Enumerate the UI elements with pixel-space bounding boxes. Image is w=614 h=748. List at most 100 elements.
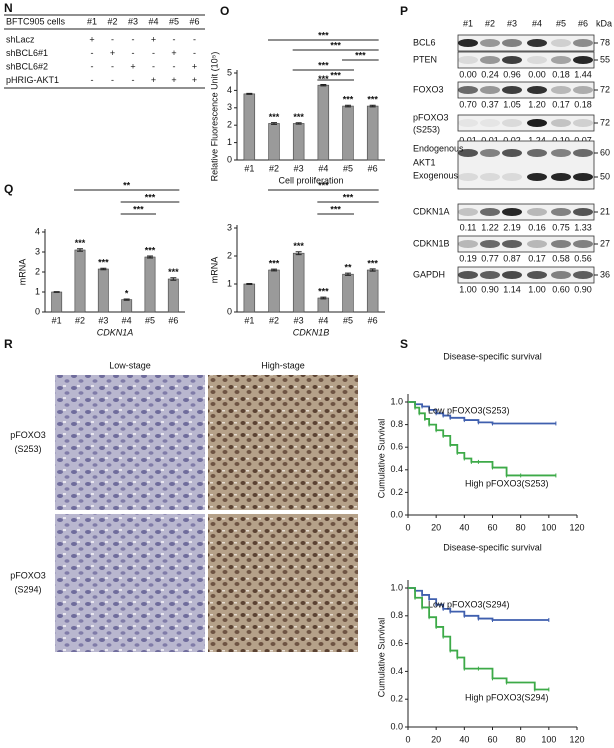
table-header: #3 <box>128 16 138 26</box>
x-tick-label: #6 <box>168 315 178 325</box>
bar <box>292 252 305 313</box>
blot-value: 1.33 <box>574 222 592 232</box>
blot-value: 0.60 <box>552 284 570 294</box>
blot-value: 0.10 <box>552 135 570 145</box>
significance: *** <box>318 74 329 84</box>
error-bar <box>320 296 327 300</box>
blot-value: 1.24 <box>528 135 546 145</box>
x-tick-label: #5 <box>343 163 353 173</box>
band <box>480 173 500 181</box>
unit-label: kDa <box>596 18 612 28</box>
x-tick-label: #4 <box>122 315 132 325</box>
significance: *** <box>318 287 329 297</box>
lane-label: #6 <box>578 18 588 28</box>
y-tick-label: 0.6 <box>390 638 403 648</box>
bracket-label: *** <box>133 204 144 214</box>
significance: *** <box>367 95 378 105</box>
band <box>527 119 547 127</box>
band <box>480 149 500 157</box>
band <box>573 240 593 248</box>
y-tick-label: 2 <box>227 250 232 260</box>
x-axis-label: CDKN1A <box>97 327 134 337</box>
blot-value: 0.24 <box>481 69 499 79</box>
x-tick-label: #6 <box>368 163 378 173</box>
ihc-image <box>55 375 205 510</box>
band <box>502 86 522 94</box>
error-bar <box>295 251 302 256</box>
blot-value: 1.44 <box>574 69 592 79</box>
table-cell: - <box>193 48 196 58</box>
x-tick-label: #1 <box>244 163 254 173</box>
band <box>480 39 500 47</box>
y-axis-label: mRNA <box>209 257 219 284</box>
blot-value: 1.14 <box>503 284 521 294</box>
table-cell: - <box>132 34 135 44</box>
band <box>502 173 522 181</box>
y-tick-label: 0 <box>227 306 232 316</box>
x-tick-label: #4 <box>318 315 328 325</box>
bracket-label: *** <box>318 60 329 70</box>
bar <box>74 249 86 313</box>
x-tick-label: #3 <box>294 315 304 325</box>
bracket-label: *** <box>355 50 366 60</box>
band <box>502 208 522 216</box>
band <box>480 56 500 64</box>
table-cell: - <box>111 75 114 85</box>
error-bar <box>100 267 107 271</box>
error-bar <box>170 277 177 281</box>
ihc-image <box>55 514 205 652</box>
bracket-label: *** <box>330 70 341 80</box>
blot-label: CDKN1A <box>413 206 450 216</box>
x-axis-label: CDKN1B <box>293 327 330 337</box>
error-bar <box>77 248 83 252</box>
x-tick-label: #2 <box>269 163 279 173</box>
band <box>573 149 593 157</box>
band <box>502 39 522 47</box>
panel-letter: Q <box>4 182 13 196</box>
band <box>527 149 547 157</box>
table-cell: - <box>111 34 114 44</box>
band <box>551 240 571 248</box>
band <box>458 173 478 181</box>
band <box>480 119 500 127</box>
blot-value: 0.07 <box>574 135 592 145</box>
band <box>527 173 547 181</box>
band <box>551 119 571 127</box>
table-cell: - <box>152 48 155 58</box>
y-tick-label: 0.2 <box>390 694 403 704</box>
blot-value: 1.22 <box>481 222 499 232</box>
band <box>458 149 478 157</box>
blot-label: FOXO3 <box>413 84 444 94</box>
blot-value: 1.05 <box>503 99 521 109</box>
table-cell: + <box>89 34 94 44</box>
error-bar <box>246 92 253 95</box>
y-tick-label: 0.8 <box>390 419 403 429</box>
blot-value: 2.19 <box>503 222 521 232</box>
bar <box>342 105 354 161</box>
bracket-label: *** <box>330 40 341 50</box>
error-bar <box>345 104 351 108</box>
band <box>458 86 478 94</box>
y-tick-label: 0.0 <box>390 509 403 519</box>
y-tick-label: 0 <box>35 306 40 316</box>
significance: *** <box>269 112 280 122</box>
table-header: #4 <box>148 16 158 26</box>
x-tick-label: #2 <box>75 315 85 325</box>
band <box>573 39 593 47</box>
x-tick-label: 80 <box>516 522 526 532</box>
y-tick-label: 2 <box>35 266 40 276</box>
y-tick-label: 3 <box>35 246 40 256</box>
y-axis-label: Cumulative Survival <box>376 419 386 499</box>
band <box>551 56 571 64</box>
x-tick-label: #5 <box>343 315 353 325</box>
x-tick-label: #2 <box>269 315 279 325</box>
y-tick-label: 1 <box>35 286 40 296</box>
error-bar <box>369 104 376 108</box>
table-cell: + <box>151 75 156 85</box>
band <box>527 39 547 47</box>
band <box>551 173 571 181</box>
panel-letter: R <box>4 337 13 351</box>
bracket-label: *** <box>318 180 329 190</box>
bar <box>366 105 379 161</box>
